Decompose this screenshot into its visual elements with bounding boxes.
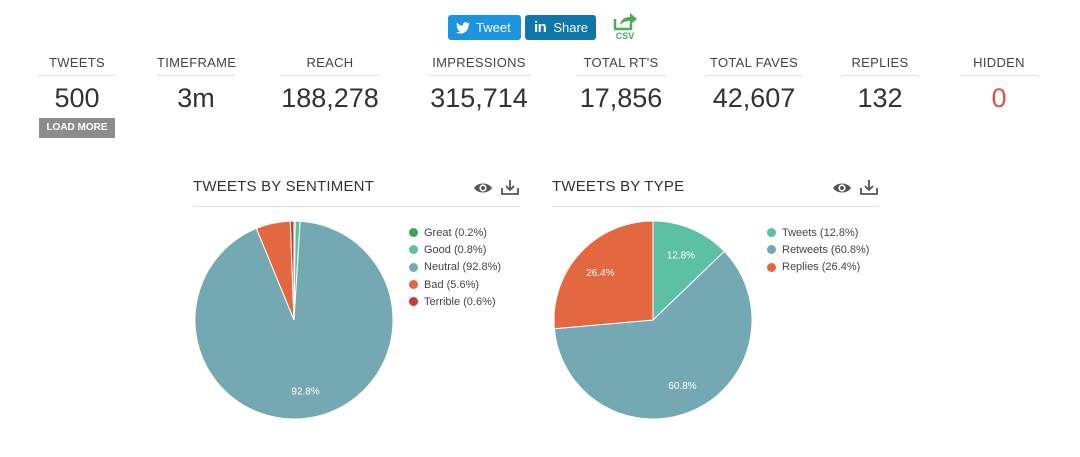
csv-label: CSV — [615, 31, 635, 41]
stat-value: 42,607 — [712, 83, 796, 113]
pie-slice-terrible[interactable] — [289, 220, 295, 321]
stat-value: 188,278 — [281, 83, 379, 113]
legend-item-replies[interactable]: Replies (26.4%) — [767, 259, 869, 276]
legend-label: Neutral (92.8%) — [424, 261, 502, 274]
pie-slice-tweets[interactable] — [652, 220, 726, 322]
sentiment-pie: 92.8% — [194, 220, 394, 420]
legend-label: Retweets (60.8%) — [782, 243, 870, 256]
legend-label: Bad (5.6%) — [424, 278, 480, 291]
legend-item-terrible[interactable]: Terrible (0.6%) — [409, 293, 501, 310]
share-bar: Tweet in Share CSV — [0, 10, 1080, 44]
stat-impressions: IMPRESSIONS 315,714 — [427, 55, 531, 114]
divider — [193, 206, 520, 207]
eye-icon[interactable] — [474, 183, 492, 193]
pie-slice-neutral[interactable] — [194, 220, 394, 420]
stat-value: 3m — [177, 83, 215, 113]
stat-total-rts: TOTAL RT'S 17,856 — [576, 55, 666, 114]
sentiment-legend: Great (0.2%) Good (0.8%) Neutral (92.8%) Ba… — [409, 224, 501, 310]
stat-value: 17,856 — [579, 83, 663, 113]
legend-label: Good (0.8%) — [424, 243, 487, 256]
stat-total-faves: TOTAL FAVES 42,607 — [706, 55, 802, 114]
stat-reach: REACH 188,278 — [280, 55, 380, 114]
pie-data-label: 60.8% — [668, 381, 696, 392]
legend-item-neutral[interactable]: Neutral (92.8%) — [409, 259, 501, 276]
eye-icon[interactable] — [833, 183, 851, 193]
tweet-button-label: Tweet — [476, 20, 511, 35]
legend-swatch — [409, 297, 418, 307]
legend-item-good[interactable]: Good (0.8%) — [409, 241, 501, 258]
legend-item-retweets[interactable]: Retweets (60.8%) — [767, 241, 869, 258]
stat-value: 315,714 — [430, 83, 528, 113]
legend-label: Tweets (12.8%) — [782, 226, 859, 239]
load-more-button[interactable]: LOAD MORE — [39, 118, 115, 138]
panel-title: TWEETS BY SENTIMENT — [193, 178, 375, 195]
pie-data-label: 26.4% — [586, 268, 614, 279]
linkedin-share-button[interactable]: in Share — [525, 15, 596, 40]
stats-row: TWEETS 500 TIMEFRAME 3m REACH 188,278 IM… — [0, 55, 1080, 145]
type-legend: Tweets (12.8%) Retweets (60.8%) Replies (2… — [767, 224, 869, 276]
legend-item-tweets[interactable]: Tweets (12.8%) — [767, 224, 869, 241]
stat-replies: REPLIES 132 — [842, 55, 918, 114]
export-share-icon — [613, 13, 637, 31]
legend-swatch — [767, 228, 776, 238]
divider — [552, 206, 879, 207]
stat-value: 500 — [54, 83, 100, 113]
legend-swatch — [409, 262, 418, 272]
legend-swatch — [767, 262, 776, 272]
legend-label: Great (0.2%) — [424, 226, 487, 239]
pie-data-label: 12.8% — [667, 250, 695, 261]
panel-icons — [832, 178, 880, 203]
legend-label: Replies (26.4%) — [782, 261, 861, 274]
legend-item-great[interactable]: Great (0.2%) — [409, 224, 501, 241]
stat-tweets: TWEETS 500 — [38, 55, 116, 114]
legend-swatch — [767, 245, 776, 255]
stat-hidden: HIDDEN 0 — [960, 55, 1038, 114]
pie-slice-retweets[interactable] — [553, 250, 753, 420]
stat-label: HIDDEN — [960, 55, 1038, 76]
legend-item-bad[interactable]: Bad (5.6%) — [409, 276, 501, 293]
csv-export-button[interactable]: CSV — [611, 10, 639, 42]
stat-value: 132 — [857, 83, 903, 113]
stat-label: TOTAL RT'S — [576, 55, 666, 76]
pie-data-label: 92.8% — [291, 386, 319, 397]
twitter-bird-icon — [456, 21, 470, 34]
legend-swatch — [409, 228, 418, 238]
tweet-button[interactable]: Tweet — [448, 15, 521, 40]
stat-label: TOTAL FAVES — [706, 55, 802, 76]
panel-icons — [473, 178, 521, 203]
type-pie: 12.8% 60.8% 26.4% — [553, 220, 753, 420]
legend-label: Terrible (0.6%) — [424, 295, 496, 308]
stat-label: REACH — [280, 55, 380, 76]
share-button-label: Share — [553, 20, 589, 35]
legend-swatch — [409, 280, 418, 290]
stat-label: TWEETS — [38, 55, 116, 76]
linkedin-icon: in — [534, 19, 547, 36]
download-icon[interactable] — [860, 180, 878, 195]
stat-label: TIMEFRAME — [157, 55, 236, 76]
panel-title: TWEETS BY TYPE — [552, 178, 685, 195]
stat-value: 0 — [991, 83, 1007, 113]
stat-timeframe: TIMEFRAME 3m — [157, 55, 236, 114]
legend-swatch — [409, 245, 418, 255]
download-icon[interactable] — [501, 180, 519, 195]
stat-label: IMPRESSIONS — [427, 55, 531, 76]
type-panel: TWEETS BY TYPE — [552, 178, 879, 207]
pie-slice-replies[interactable] — [553, 220, 654, 330]
stat-label: REPLIES — [842, 55, 918, 76]
sentiment-panel: TWEETS BY SENTIMENT — [193, 178, 520, 207]
